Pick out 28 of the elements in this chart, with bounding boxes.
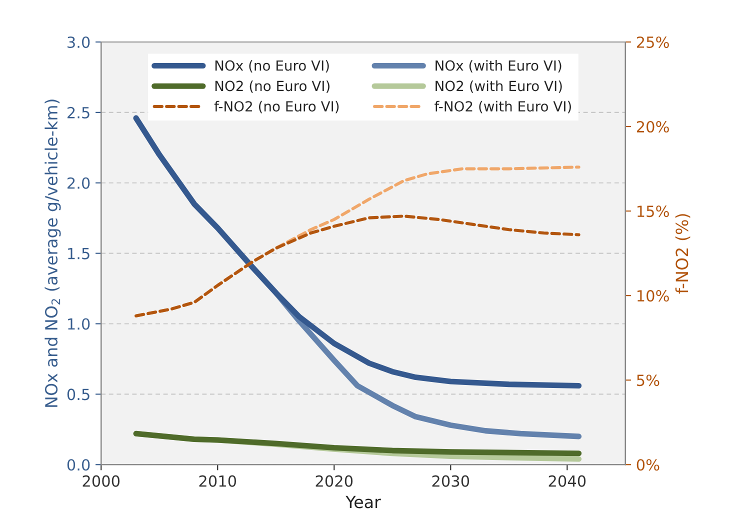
y-tick-label: 0.0 (67, 459, 90, 471)
y-tick-label: 0.5 (67, 388, 90, 400)
y-tick-label: 2.5 (68, 106, 90, 118)
y2-tick-label: 25% (636, 36, 669, 48)
x-tick-label: 2020 (316, 475, 353, 487)
legend-label: NOx (no Euro VI) (215, 60, 329, 72)
y2-tick-label: 20% (636, 120, 669, 133)
x-tick-label: 2010 (199, 475, 236, 487)
line-series (134, 214, 580, 318)
y-tick-label: 1.0 (68, 318, 90, 330)
x-tick-label: 2040 (548, 475, 586, 487)
legend-label: NO2 (no Euro VI) (215, 80, 330, 93)
y2-tick-label: 5% (637, 374, 660, 386)
y2-tick-label: 10% (638, 290, 669, 302)
x-axis-title: Year (346, 496, 381, 508)
legend-label: f-NO2 (no Euro VI) (214, 100, 339, 114)
y-tick-label: 3.0 (68, 36, 90, 48)
y-tick-label: 1.5 (68, 248, 90, 260)
legend-label: f-NO2 (with Euro VI) (434, 100, 571, 114)
x-tick-label: 2000 (82, 475, 120, 487)
y-axis-title: NOx and NO$_{2}$ (average g/vehicle-km) (44, 100, 61, 407)
y2-tick-label: 15% (638, 206, 669, 218)
x-tick-label: 2030 (432, 475, 470, 487)
legend-label: NO2 (with Euro VI) (436, 80, 562, 93)
y-tick-label: 2.0 (68, 177, 90, 189)
y2-tick-label: 0% (636, 459, 660, 471)
y2-axis-title: f-NO2 (%) (675, 214, 690, 294)
legend-label: NOx (with Euro VI) (436, 60, 562, 72)
